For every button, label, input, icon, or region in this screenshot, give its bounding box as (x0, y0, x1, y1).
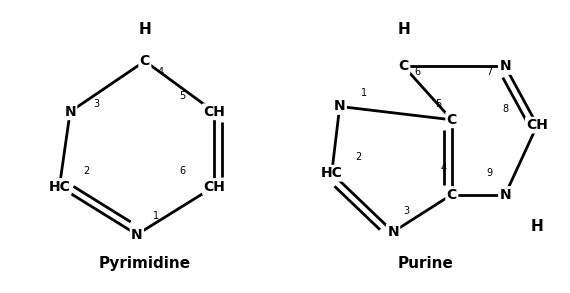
Text: 9: 9 (486, 168, 492, 178)
Text: 1: 1 (153, 211, 158, 221)
Text: 5: 5 (435, 99, 442, 109)
Text: C: C (447, 188, 457, 202)
Text: N: N (499, 59, 511, 74)
Text: 3: 3 (404, 206, 409, 216)
Text: H: H (397, 22, 410, 37)
Text: 7: 7 (486, 67, 492, 77)
Text: N: N (64, 105, 76, 119)
Text: 6: 6 (179, 166, 185, 176)
Text: 6: 6 (414, 67, 420, 77)
Text: 2: 2 (83, 166, 89, 176)
Text: N: N (334, 99, 345, 113)
Text: Purine: Purine (397, 256, 453, 271)
Text: CH: CH (526, 118, 548, 132)
Text: CH: CH (203, 105, 225, 119)
Text: 8: 8 (502, 104, 508, 114)
Text: HC: HC (321, 166, 343, 180)
Text: 4: 4 (158, 67, 164, 77)
Text: Pyrimidine: Pyrimidine (99, 256, 191, 271)
Text: 1: 1 (361, 88, 367, 98)
Text: 4: 4 (441, 163, 447, 173)
Text: CH: CH (203, 180, 225, 194)
Text: 2: 2 (355, 152, 361, 162)
Text: C: C (447, 113, 457, 127)
Text: H: H (531, 219, 544, 234)
Text: HC: HC (48, 180, 70, 194)
Text: N: N (499, 188, 511, 202)
Text: H: H (139, 22, 151, 37)
Text: N: N (131, 228, 142, 242)
Text: C: C (398, 59, 409, 74)
Text: 3: 3 (93, 99, 100, 109)
Text: N: N (387, 225, 399, 239)
Text: C: C (140, 54, 150, 68)
Text: 5: 5 (179, 91, 185, 101)
